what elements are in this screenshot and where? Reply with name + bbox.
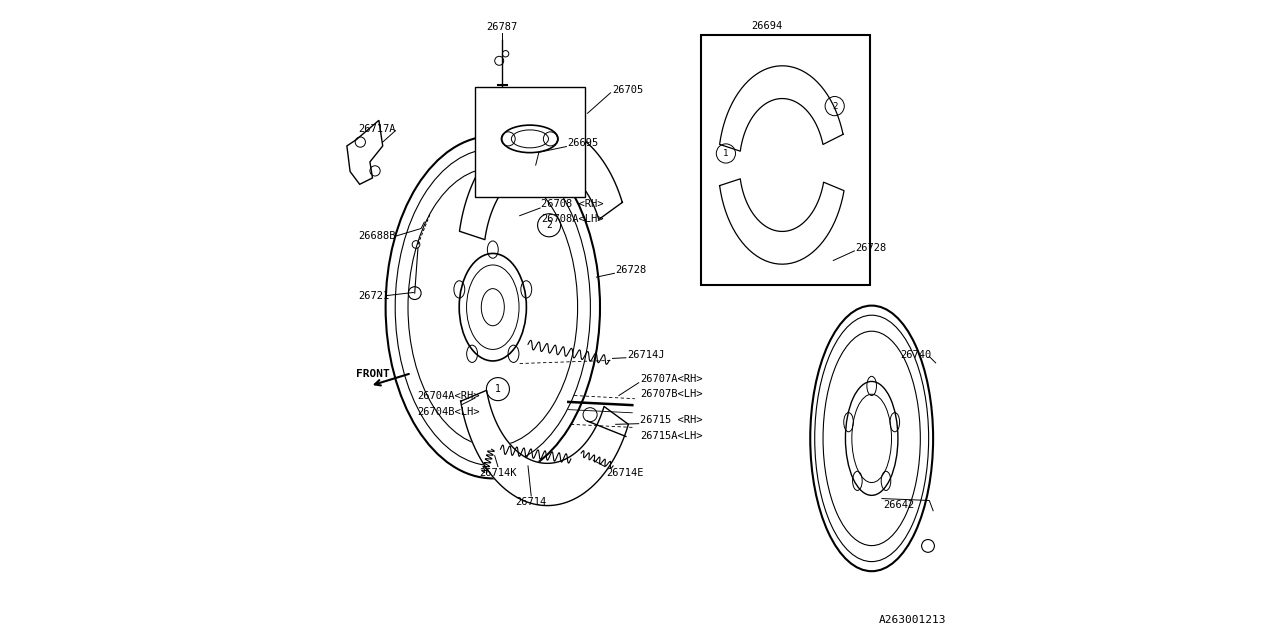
Text: 1: 1 bbox=[723, 149, 728, 158]
Text: 26708A<LH>: 26708A<LH> bbox=[541, 214, 604, 224]
Text: 26707A<RH>: 26707A<RH> bbox=[640, 374, 703, 384]
Text: 26695: 26695 bbox=[568, 138, 599, 148]
Text: 26705: 26705 bbox=[612, 84, 643, 95]
Text: 26717A: 26717A bbox=[358, 124, 396, 134]
Polygon shape bbox=[347, 120, 383, 184]
Text: 26642: 26642 bbox=[883, 500, 914, 510]
Text: 26704A<RH>: 26704A<RH> bbox=[417, 391, 480, 401]
Text: 26707B<LH>: 26707B<LH> bbox=[640, 389, 703, 399]
Text: 26714: 26714 bbox=[516, 497, 547, 508]
Text: 26740: 26740 bbox=[901, 349, 932, 360]
Text: 2: 2 bbox=[832, 102, 837, 111]
Text: 2: 2 bbox=[547, 220, 552, 230]
Text: 26708 <RH>: 26708 <RH> bbox=[541, 199, 604, 209]
Text: 26715A<LH>: 26715A<LH> bbox=[640, 431, 703, 441]
Text: 26688B: 26688B bbox=[358, 231, 396, 241]
Polygon shape bbox=[461, 390, 628, 506]
Text: 26728: 26728 bbox=[855, 243, 887, 253]
Bar bbox=[701, 35, 870, 285]
Bar bbox=[475, 87, 585, 197]
Text: 26721: 26721 bbox=[358, 291, 389, 301]
Text: FRONT: FRONT bbox=[356, 369, 390, 379]
Text: 26728: 26728 bbox=[616, 265, 646, 275]
Text: 26714E: 26714E bbox=[607, 468, 644, 478]
Text: 26715 <RH>: 26715 <RH> bbox=[640, 415, 703, 426]
Text: 26704B<LH>: 26704B<LH> bbox=[417, 406, 480, 417]
Polygon shape bbox=[719, 66, 844, 151]
Polygon shape bbox=[719, 179, 844, 264]
Text: 1: 1 bbox=[495, 384, 500, 394]
Text: 26714K: 26714K bbox=[479, 468, 517, 478]
Polygon shape bbox=[460, 125, 622, 239]
Text: 26787: 26787 bbox=[486, 22, 517, 32]
Text: 26694: 26694 bbox=[751, 20, 782, 31]
Text: 26714J: 26714J bbox=[627, 349, 664, 360]
Text: A263001213: A263001213 bbox=[878, 614, 946, 625]
